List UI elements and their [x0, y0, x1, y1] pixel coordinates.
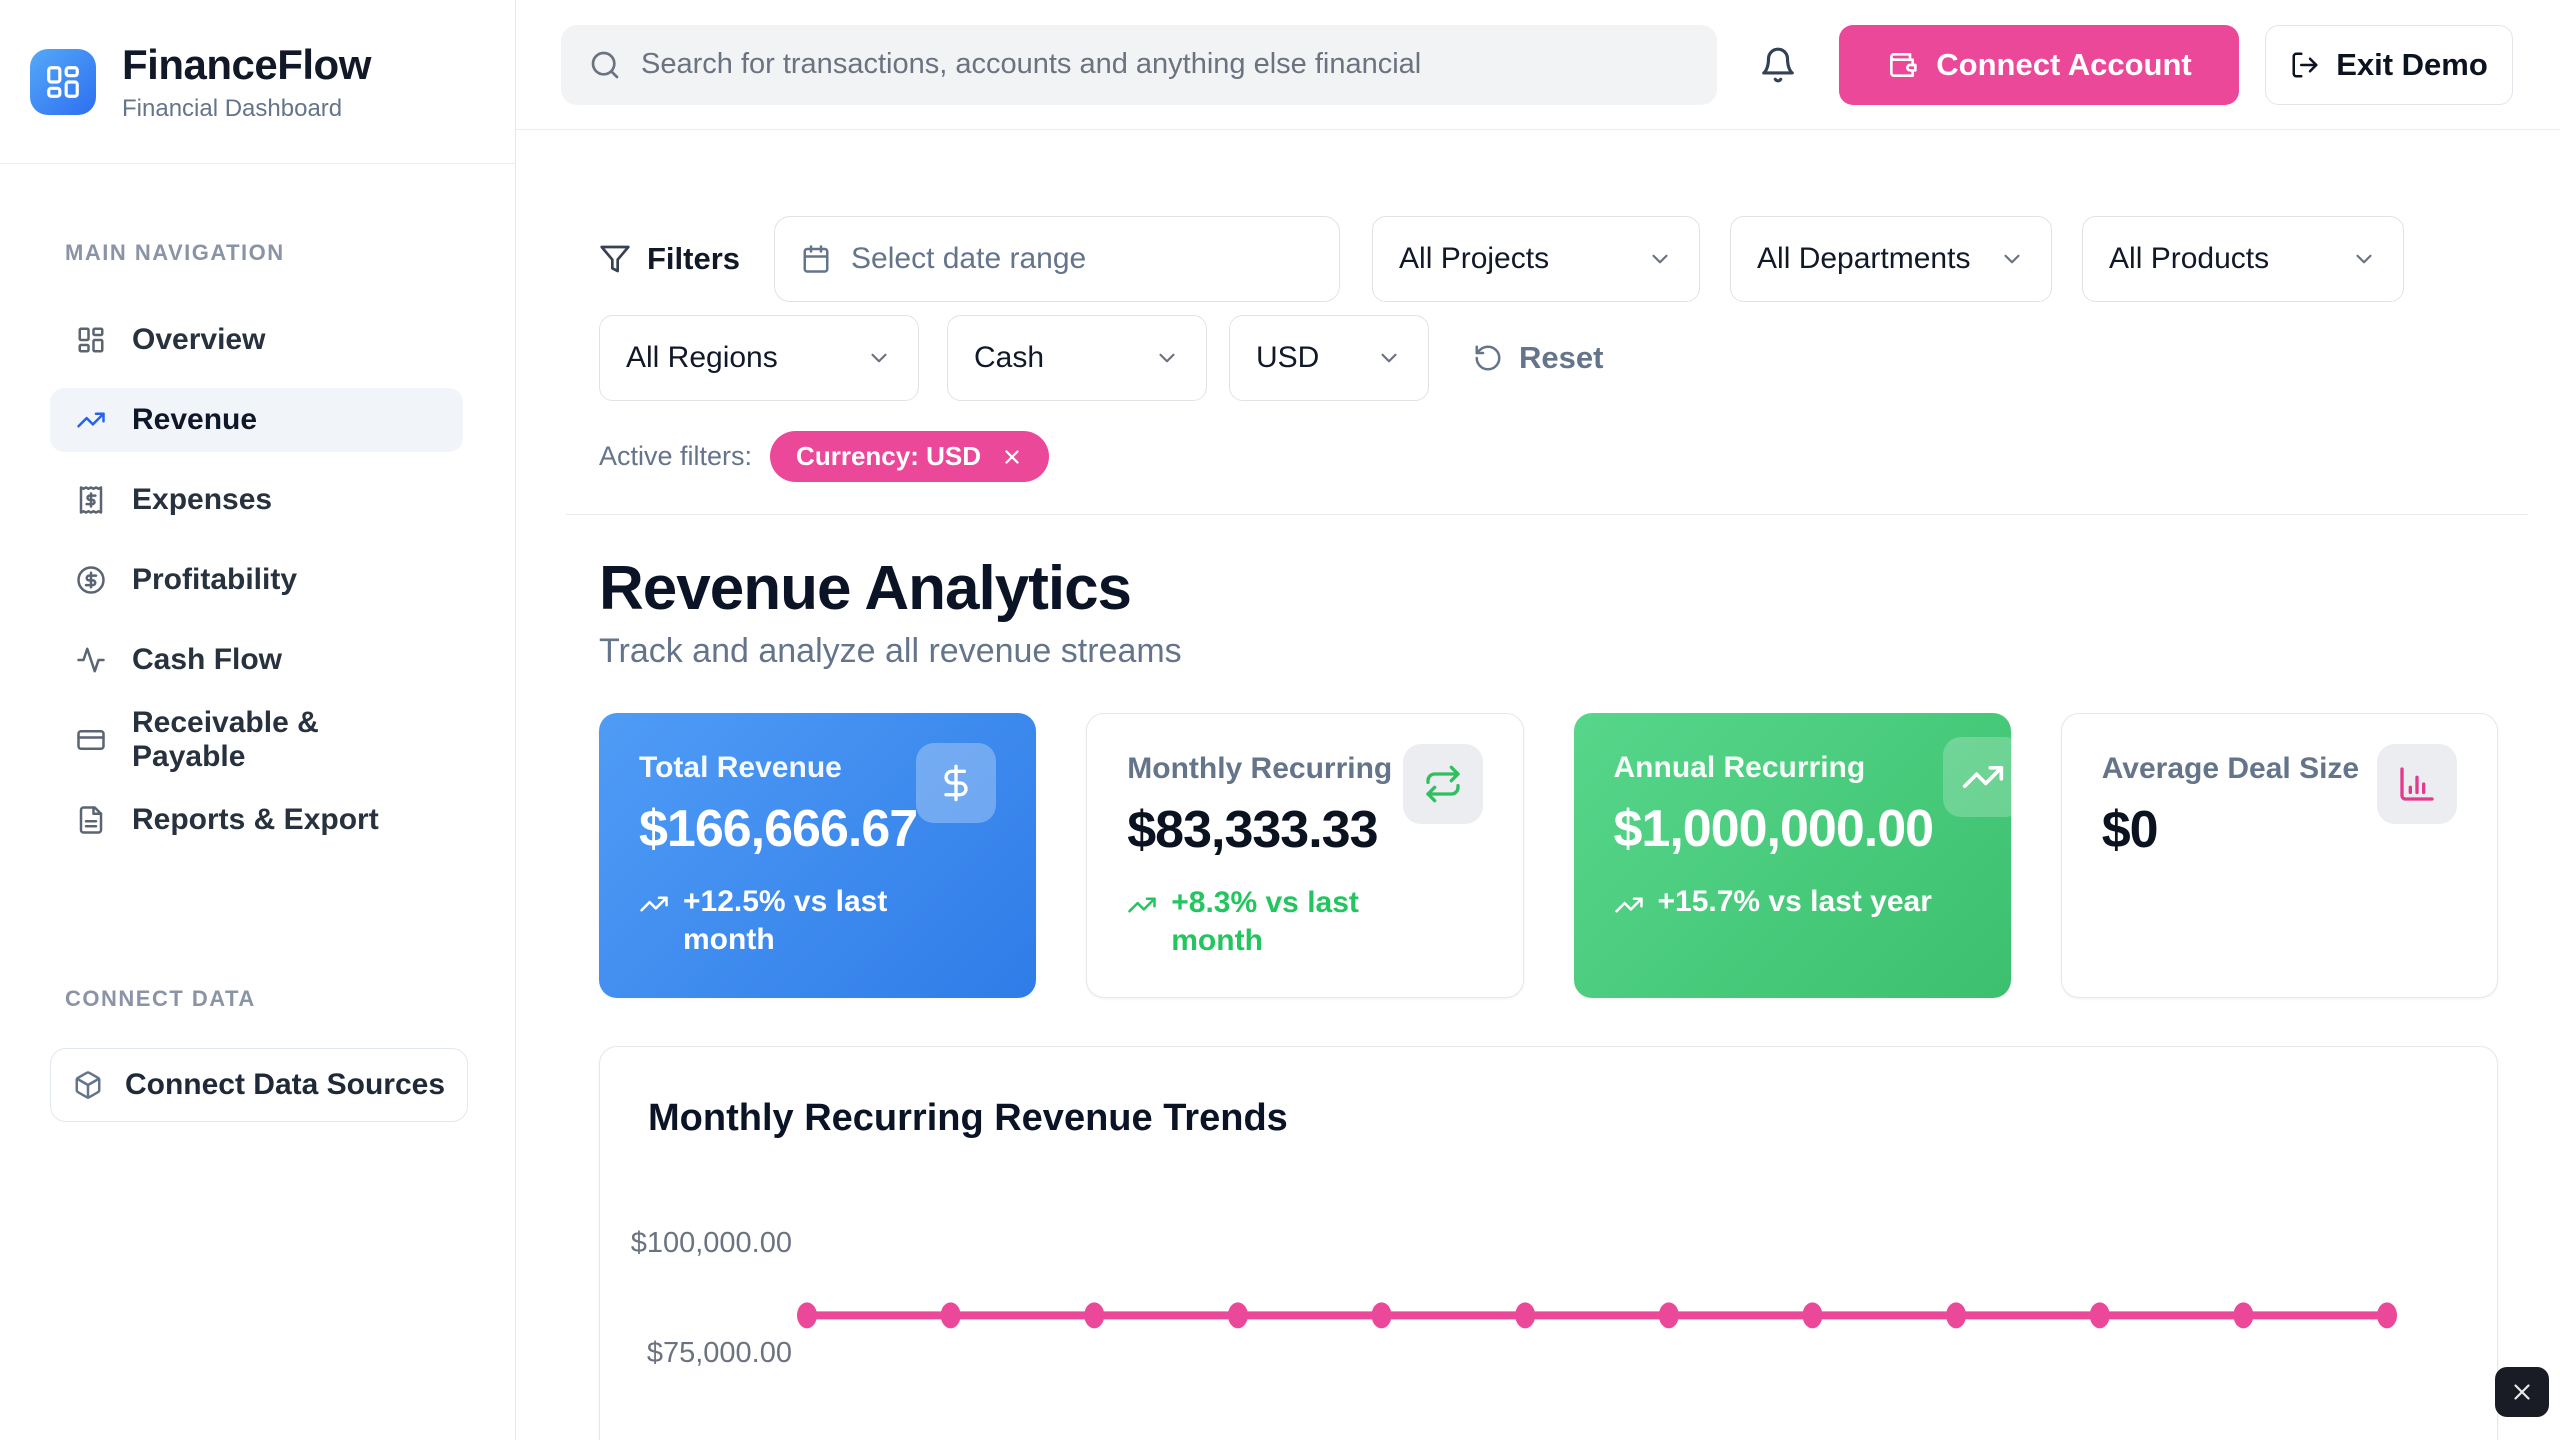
- exit-demo-button[interactable]: Exit Demo: [2265, 24, 2513, 105]
- bell-icon: [1759, 46, 1797, 84]
- metric-cards: Total Revenue $166,666.67 +12.5% vs last…: [599, 713, 2498, 998]
- search-input[interactable]: [641, 48, 1689, 81]
- connect-account-button[interactable]: Connect Account: [1839, 24, 2239, 105]
- sidebar-item-revenue[interactable]: Revenue: [50, 388, 463, 452]
- search-icon: [589, 49, 621, 81]
- chevron-down-icon: [1376, 345, 1402, 371]
- brand-logo-icon: [30, 48, 96, 115]
- date-range-input[interactable]: [774, 216, 1341, 302]
- metric-value: $0: [2101, 801, 2159, 859]
- package-icon: [73, 1070, 103, 1100]
- metric-label: Monthly Recurring: [1127, 752, 1393, 785]
- metric-change: +8.3% vs last month: [1127, 884, 1482, 959]
- sidebar-item-cash-flow[interactable]: Cash Flow: [50, 628, 463, 692]
- chevron-down-icon: [2351, 246, 2377, 272]
- close-icon[interactable]: [1001, 446, 1023, 468]
- mrr-chart-svg: $100,000.00$75,000.00$50,000.00: [631, 1227, 2397, 1369]
- trending-up-icon: [76, 405, 106, 435]
- metric-card-average-deal-size: Average Deal Size $0: [2060, 713, 2498, 998]
- trending-up-icon: [1614, 890, 1644, 920]
- circle-dollar-icon: [76, 565, 106, 595]
- nav-section-heading: MAIN NAVIGATION: [65, 240, 285, 265]
- filters-row-1: Filters All Projects All Departments All…: [599, 216, 2498, 302]
- brand: FinanceFlow Financial Dashboard: [0, 0, 515, 164]
- page-title: Revenue Analytics: [599, 554, 1132, 623]
- select-departments[interactable]: All Departments: [1730, 216, 2053, 302]
- receipt-icon: [76, 485, 106, 515]
- main-content: Filters All Projects All Departments All…: [516, 131, 2560, 1440]
- chevron-down-icon: [1647, 246, 1673, 272]
- search-box[interactable]: [561, 24, 1717, 105]
- filters-label: Filters: [599, 241, 740, 277]
- mrr-trends-chart-card: Monthly Recurring Revenue Trends $100,00…: [599, 1046, 2498, 1440]
- connect-section-heading: CONNECT DATA: [65, 986, 256, 1011]
- metric-card-monthly-recurring: Monthly Recurring $83,333.33 +8.3% vs la…: [1086, 713, 1524, 998]
- select-regions[interactable]: All Regions: [599, 315, 919, 401]
- activity-icon: [76, 645, 106, 675]
- notifications-button[interactable]: [1759, 46, 1797, 84]
- active-filters-row: Active filters: Currency: USD: [599, 431, 2498, 482]
- select-currency[interactable]: USD: [1229, 315, 1429, 401]
- layout-grid-icon: [76, 325, 106, 355]
- sidebar: FinanceFlow Financial Dashboard MAIN NAV…: [0, 0, 516, 1440]
- svg-text:$100,000.00: $100,000.00: [631, 1227, 792, 1259]
- sidebar-item-receivable-payable[interactable]: Receivable & Payable: [50, 706, 463, 773]
- filters-row-2: All Regions Cash USD Reset: [599, 315, 2498, 401]
- active-filters-label: Active filters:: [599, 441, 753, 471]
- select-projects[interactable]: All Projects: [1372, 216, 1701, 302]
- log-out-icon: [2290, 50, 2320, 80]
- metric-value: $1,000,000.00: [1613, 800, 1935, 858]
- date-range-field[interactable]: [851, 242, 1314, 276]
- dollar-icon: [916, 743, 997, 823]
- close-icon: [2509, 1379, 2535, 1405]
- rotate-ccw-icon: [1473, 343, 1503, 373]
- select-cash-basis[interactable]: Cash: [947, 315, 1207, 401]
- credit-card-icon: [76, 725, 106, 755]
- repeat-icon: [1402, 744, 1483, 824]
- chevron-down-icon: [1999, 246, 2025, 272]
- metric-change: +15.7% vs last year: [1614, 883, 1971, 921]
- main-navigation: Overview Revenue Expenses Profitability …: [0, 308, 515, 852]
- metric-label: Total Revenue: [639, 751, 842, 784]
- metric-label: Annual Recurring: [1613, 751, 1866, 784]
- metric-change: +12.5% vs last month: [639, 883, 996, 958]
- calendar-icon: [801, 244, 831, 274]
- svg-text:$75,000.00: $75,000.00: [647, 1337, 792, 1369]
- close-button[interactable]: [2495, 1367, 2549, 1417]
- wallet-icon: [1886, 49, 1918, 81]
- brand-name: FinanceFlow: [122, 40, 371, 88]
- reset-filters-button[interactable]: Reset: [1473, 340, 1603, 376]
- trending-up-icon: [1942, 737, 2011, 817]
- funnel-icon: [599, 243, 631, 275]
- chart-title: Monthly Recurring Revenue Trends: [648, 1097, 1288, 1139]
- brand-tagline: Financial Dashboard: [122, 94, 343, 122]
- metric-card-total-revenue: Total Revenue $166,666.67 +12.5% vs last…: [599, 713, 1037, 998]
- sidebar-item-reports-export[interactable]: Reports & Export: [50, 788, 463, 852]
- active-filter-chip[interactable]: Currency: USD: [770, 431, 1049, 482]
- metric-card-annual-recurring: Annual Recurring $1,000,000.00 +15.7% vs…: [1573, 713, 2011, 998]
- trending-up-icon: [1127, 890, 1157, 920]
- sidebar-item-overview[interactable]: Overview: [50, 308, 463, 372]
- section-divider: [566, 514, 2528, 515]
- metric-value: $166,666.67: [639, 800, 918, 858]
- metric-value: $83,333.33: [1127, 801, 1378, 859]
- chevron-down-icon: [866, 345, 892, 371]
- page-subtitle: Track and analyze all revenue streams: [599, 632, 1182, 670]
- trending-up-icon: [639, 889, 669, 919]
- topbar: Connect Account Exit Demo: [516, 0, 2560, 130]
- metric-label: Average Deal Size: [2101, 752, 2360, 785]
- bar-chart-icon: [2377, 744, 2457, 824]
- select-products[interactable]: All Products: [2082, 216, 2405, 302]
- sidebar-item-expenses[interactable]: Expenses: [50, 468, 463, 532]
- sidebar-item-profitability[interactable]: Profitability: [50, 548, 463, 612]
- chevron-down-icon: [1154, 345, 1180, 371]
- connect-data-sources-button[interactable]: Connect Data Sources: [50, 1048, 468, 1122]
- file-text-icon: [76, 805, 106, 835]
